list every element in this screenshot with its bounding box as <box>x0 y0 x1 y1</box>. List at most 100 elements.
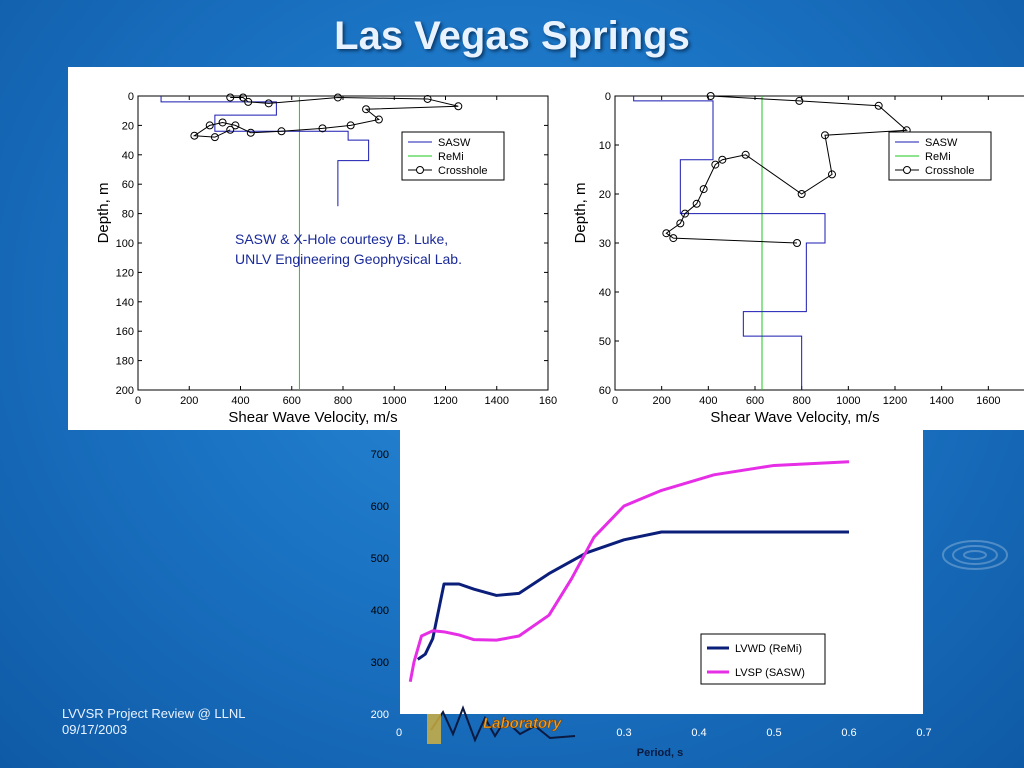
series-line-crosshole <box>665 95 908 244</box>
x-tick-label: 600 <box>283 395 301 407</box>
crosshole-marker <box>205 121 214 130</box>
y-tick-label: 40 <box>122 150 134 162</box>
crosshole-marker <box>706 92 715 100</box>
right-chart-svg: 0200400600800100012001400160018010203040… <box>572 91 1024 426</box>
crosshole-marker <box>718 155 727 164</box>
series-line-crosshole <box>192 96 459 138</box>
crosshole-marker <box>226 93 235 102</box>
left-velocity-profile-chart: 0 200 400 600 800 1000 1200 1400 160 0 20 40 60 80 100… <box>68 67 568 430</box>
crosshole-marker <box>662 229 671 238</box>
x-tick-label: 1200 <box>883 395 907 407</box>
logo-text: Laboratory <box>483 715 562 732</box>
crosshole-marker <box>210 133 219 142</box>
x-tick-label: 1600 <box>976 395 1000 407</box>
legend-label: LVWD (ReMi) <box>735 643 802 655</box>
bottom-chart-svg: LVWD (ReMi) LVSP (SASW) <box>408 460 850 685</box>
crosshole-marker <box>239 93 248 102</box>
y-tick-label: 0 <box>605 91 611 103</box>
legend-label: ReMi <box>438 151 464 163</box>
x-tick-label: 0 <box>396 727 402 739</box>
crosshole-marker <box>692 199 701 208</box>
series-line-sasw <box>160 96 370 207</box>
x-tick-label: 800 <box>792 395 810 407</box>
x-tick-label: 0 <box>612 395 618 407</box>
crosshole-marker <box>741 150 750 159</box>
period-velocity-chart: LVWD (ReMi) LVSP (SASW) <box>400 430 923 714</box>
y-tick-label: 20 <box>599 189 611 201</box>
crosshole-marker <box>246 128 255 137</box>
y-tick-label: 180 <box>116 356 134 368</box>
curve-lvsp <box>408 460 850 683</box>
y-axis-label: Depth, m <box>572 183 589 244</box>
crosshole-marker <box>821 131 829 140</box>
crosshole-marker <box>190 131 199 140</box>
seismogram-icon <box>430 705 576 743</box>
y-tick-label: 20 <box>122 120 134 132</box>
legend-label: SASW <box>438 137 471 149</box>
y-tick-label: 140 <box>116 297 134 309</box>
crosshole-marker <box>681 209 689 218</box>
crosshole-marker <box>711 160 720 169</box>
x-tick-label: 600 <box>746 395 764 407</box>
crosshole-marker <box>795 96 804 105</box>
crosshole-marker <box>454 102 463 111</box>
x-tick-label: 800 <box>334 395 352 407</box>
legend-marker <box>416 166 424 174</box>
y-tick-label: 200 <box>116 385 134 397</box>
annotation-line-1: SASW & X-Hole courtesy B. Luke, <box>235 231 448 247</box>
footer: LVVSR Project Review @ LLNL 09/17/2003 <box>62 706 245 738</box>
crosshole-marker <box>231 121 240 130</box>
x-tick-label: 400 <box>231 395 249 407</box>
crosshole-marker <box>699 185 708 194</box>
crosshole-marker <box>362 105 371 114</box>
x-tick-label: 0 <box>135 395 141 407</box>
x-tick-label: 0.3 <box>616 727 631 739</box>
y-tick-label: 0 <box>128 91 134 103</box>
crosshole-marker <box>423 94 432 103</box>
x-tick-label: 200 <box>180 395 198 407</box>
x-tick-label: 0.6 <box>841 727 856 739</box>
crosshole-marker <box>346 121 355 130</box>
crosshole-marker <box>828 170 836 179</box>
crosshole-marker <box>797 190 806 198</box>
y-tick-label: 600 <box>371 501 389 513</box>
y-tick-label: 100 <box>116 238 134 250</box>
crosshole-marker <box>676 219 685 228</box>
series-line-sasw <box>633 96 826 390</box>
crosshole-marker <box>277 127 286 136</box>
crosshole-marker <box>374 115 383 124</box>
y-tick-label: 200 <box>371 709 389 721</box>
y-tick-label: 50 <box>599 336 611 348</box>
x-tick-label: 400 <box>699 395 717 407</box>
y-tick-label: 60 <box>122 179 134 191</box>
footer-project: LVVSR Project Review @ LLNL <box>62 706 246 721</box>
slide-title: Las Vegas Springs <box>334 14 690 58</box>
x-tick-label: 200 <box>652 395 670 407</box>
y-tick-label: 500 <box>371 553 389 565</box>
crosshole-marker <box>218 118 227 127</box>
lab-logo: Laboratory <box>427 705 576 744</box>
y-tick-label: 40 <box>599 287 611 299</box>
x-tick-label: 1400 <box>929 395 953 407</box>
y-tick-label: 160 <box>116 326 134 338</box>
x-tick-label: 1400 <box>485 395 509 407</box>
legend-box <box>700 633 826 685</box>
x-axis-label: Shear Wave Velocity, m/s <box>228 409 397 426</box>
y-tick-label: 10 <box>599 140 611 152</box>
legend-label: ReMi <box>925 151 951 163</box>
crosshole-marker <box>793 239 801 247</box>
x-tick-label: 160 <box>539 395 557 407</box>
annotation-line-2: UNLV Engineering Geophysical Lab. <box>235 251 462 267</box>
crosshole-marker <box>669 234 678 243</box>
x-tick-label: 0.5 <box>766 727 781 739</box>
y-tick-label: 60 <box>599 385 611 397</box>
y-tick-label: 80 <box>122 209 134 221</box>
curve-lvwd <box>416 530 849 661</box>
y-tick-label: 400 <box>371 605 389 617</box>
y-tick-label: 120 <box>116 267 134 279</box>
legend-label: Crosshole <box>438 165 488 177</box>
x-tick-label: 1000 <box>382 395 406 407</box>
legend-marker <box>903 166 911 174</box>
crosshole-marker <box>333 93 342 102</box>
left-chart-svg: 0 200 400 600 800 1000 1200 1400 160020406080100… <box>95 91 557 426</box>
